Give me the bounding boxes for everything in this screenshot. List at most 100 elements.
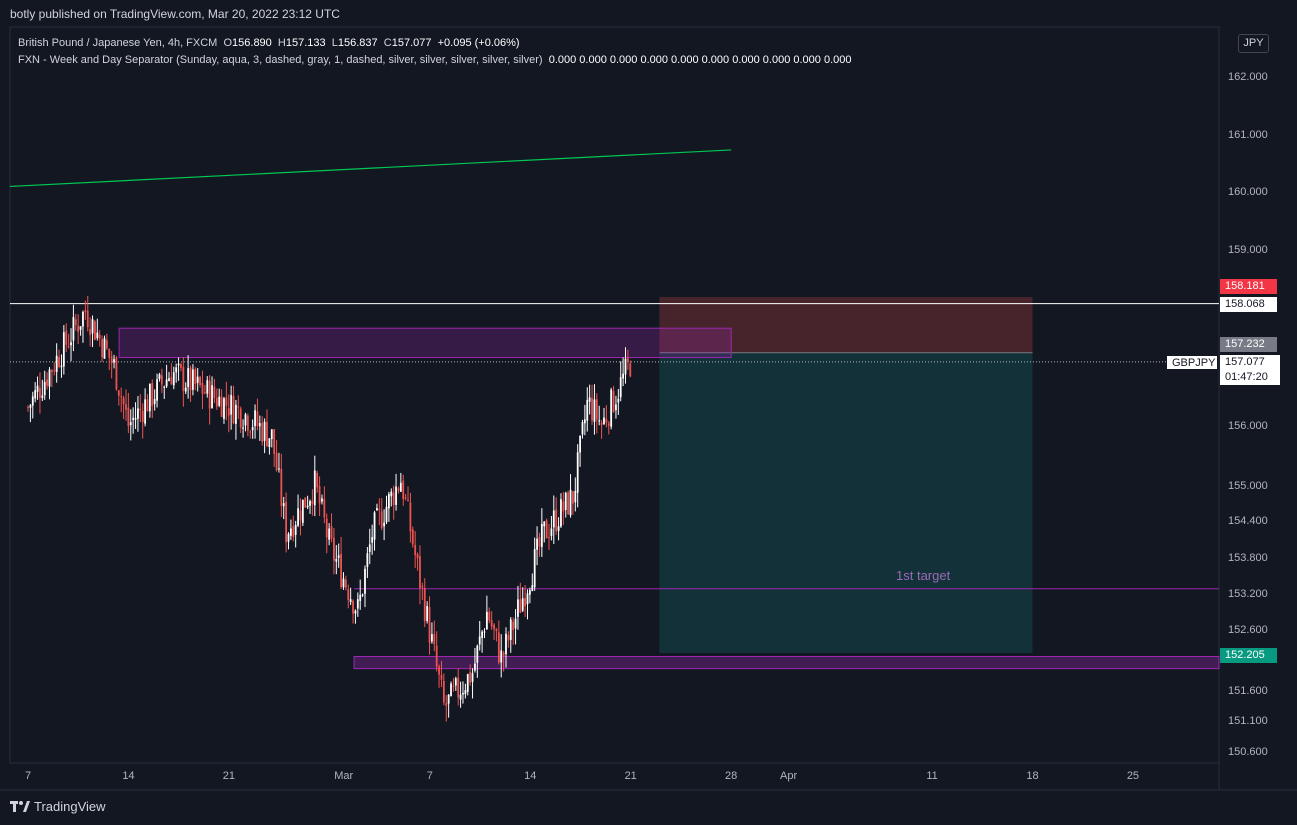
candle-body (376, 508, 378, 511)
symbol-tag: GBPJPY (1166, 355, 1218, 370)
candle-body (94, 321, 96, 340)
candle-body (237, 406, 240, 408)
candle-body (170, 377, 173, 385)
candle-body (213, 386, 216, 398)
candle-body (340, 553, 342, 588)
candle-body (180, 364, 182, 368)
legend-symbol[interactable]: British Pound / Japanese Yen, 4h, FXCM (18, 37, 218, 49)
candle-body (586, 399, 589, 421)
supply-zone[interactable] (118, 327, 732, 359)
candle-body (275, 452, 278, 471)
candle-body (203, 392, 206, 394)
candle-body (156, 379, 158, 401)
take-profit-zone[interactable] (659, 352, 1033, 654)
candle-body (471, 672, 474, 682)
candle-body (304, 497, 307, 508)
candle-body (435, 645, 438, 667)
candle-body (452, 685, 455, 687)
candle-body (330, 526, 333, 539)
candle-body (557, 526, 560, 531)
candle-body (490, 619, 493, 627)
candle-body (428, 607, 431, 643)
candle-body (337, 555, 340, 558)
candle-body (77, 325, 80, 332)
last-price-tag: 157.077 (1220, 355, 1280, 370)
candle-body (335, 558, 338, 562)
candle-body (98, 334, 101, 339)
candle-body (215, 397, 218, 407)
stop-price-tag: 158.181 (1220, 279, 1277, 294)
candle-body (378, 509, 381, 511)
candle-body (108, 348, 111, 358)
candle-body (168, 378, 170, 381)
candle-body (96, 332, 99, 339)
candle-body (361, 594, 364, 596)
candle-body (495, 628, 498, 632)
candle-body (199, 377, 201, 386)
candle-body (509, 619, 512, 640)
candle-body (454, 678, 457, 686)
y-tick-label: 162.000 (1228, 71, 1268, 83)
candle-body (500, 650, 503, 663)
candle-body (385, 506, 388, 523)
candle-body (564, 492, 567, 510)
x-tick-label: 21 (625, 770, 637, 782)
candle-body (70, 342, 72, 346)
candle-body (270, 429, 273, 440)
first-target-label: 1st target (896, 568, 951, 583)
currency-button[interactable]: JPY (1238, 34, 1269, 53)
candle-body (483, 631, 486, 633)
candle-body (79, 326, 82, 330)
candle-body (387, 494, 390, 509)
candle-body (364, 568, 366, 594)
candle-body (254, 410, 256, 427)
candle-body (569, 489, 572, 516)
candle-body (485, 611, 488, 630)
candle-body (588, 397, 591, 402)
x-tick-label: 21 (223, 770, 235, 782)
candle-body (313, 470, 316, 506)
candle-body (268, 438, 271, 447)
candle-body (493, 624, 495, 630)
candle-body (450, 683, 452, 697)
candle-body (34, 390, 37, 399)
candle-body (526, 593, 529, 605)
candle-body (390, 491, 393, 497)
candle-body (462, 692, 464, 695)
candle-body (371, 537, 374, 543)
candle-body (62, 332, 65, 367)
candle-body (290, 528, 292, 536)
candle-body (533, 549, 536, 588)
footer-brand[interactable]: TradingView (34, 799, 106, 814)
candle-body (206, 380, 209, 394)
candle-body (333, 537, 335, 561)
y-tick-label: 161.000 (1228, 129, 1268, 141)
entry-price-tag: 157.232 (1220, 337, 1277, 352)
candle-body (521, 598, 524, 611)
legend-indicator[interactable]: FXN - Week and Day Separator (Sunday, aq… (18, 54, 543, 66)
candle-body (148, 383, 151, 412)
candle-body (225, 397, 228, 406)
candle-body (86, 310, 89, 328)
demand-zone[interactable] (353, 656, 1220, 670)
x-tick-label: 18 (1026, 770, 1038, 782)
y-tick-label: 150.600 (1228, 746, 1268, 758)
candle-body (536, 538, 538, 550)
candle-body (301, 499, 304, 523)
plot-frame (9, 26, 1220, 764)
trend-line[interactable] (9, 149, 732, 188)
candle-body (196, 376, 199, 383)
x-tick-label: Mar (334, 770, 353, 782)
candle-body (242, 427, 244, 429)
stop-loss-zone[interactable] (659, 297, 1033, 353)
candle-body (548, 536, 550, 538)
candle-body (31, 396, 34, 406)
candle-body (607, 423, 610, 426)
candle-body (127, 407, 130, 427)
candle-body (211, 385, 213, 408)
candle-body (445, 702, 448, 706)
x-tick-label: 14 (122, 770, 134, 782)
candle-body (58, 357, 60, 367)
candle-body (555, 509, 558, 532)
